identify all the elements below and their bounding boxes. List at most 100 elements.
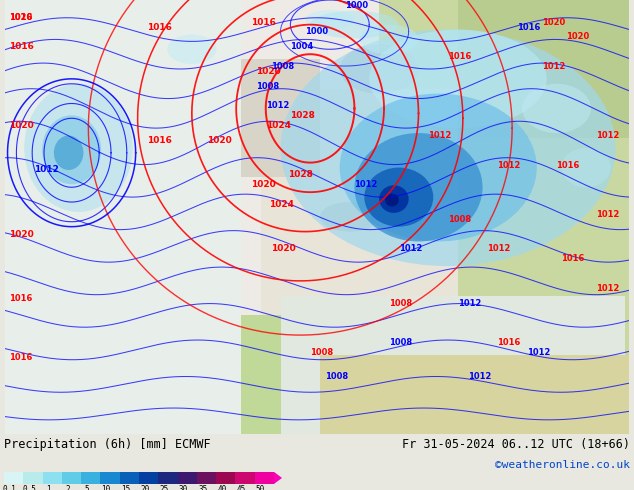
Ellipse shape	[562, 148, 611, 187]
Text: 1016: 1016	[148, 136, 172, 145]
Ellipse shape	[305, 10, 354, 29]
Text: 1008: 1008	[256, 82, 279, 91]
Text: 1012: 1012	[468, 372, 491, 381]
Ellipse shape	[340, 45, 418, 94]
Text: 1008: 1008	[448, 215, 471, 224]
Bar	[81, 472, 100, 484]
Ellipse shape	[24, 84, 133, 212]
Text: 1016: 1016	[10, 42, 34, 51]
Text: 45: 45	[236, 485, 246, 490]
Text: 1024: 1024	[266, 121, 291, 130]
Text: Precipitation (6h) [mm] ECMWF: Precipitation (6h) [mm] ECMWF	[4, 438, 210, 451]
Ellipse shape	[167, 34, 216, 64]
FancyBboxPatch shape	[202, 316, 379, 434]
Bar	[197, 472, 216, 484]
Text: 1016: 1016	[10, 353, 33, 362]
Text: 35: 35	[198, 485, 207, 490]
Text: 1020: 1020	[10, 121, 34, 130]
Ellipse shape	[310, 11, 399, 38]
Text: 1024: 1024	[269, 200, 294, 209]
Text: 2: 2	[65, 485, 70, 490]
Text: 1020: 1020	[566, 32, 590, 42]
Ellipse shape	[340, 94, 537, 242]
Text: 1016: 1016	[562, 254, 585, 263]
FancyBboxPatch shape	[458, 0, 630, 138]
Text: 1008: 1008	[325, 372, 348, 381]
Text: 1012: 1012	[488, 245, 511, 253]
Text: 1016: 1016	[497, 338, 521, 347]
Ellipse shape	[280, 29, 616, 266]
Bar	[178, 472, 197, 484]
Text: 1012: 1012	[399, 245, 422, 253]
Text: 1020: 1020	[10, 229, 34, 239]
Bar	[4, 472, 23, 484]
Text: 1016: 1016	[517, 23, 540, 31]
Ellipse shape	[54, 136, 84, 170]
Text: 1016: 1016	[148, 23, 172, 31]
Text: 5: 5	[84, 485, 89, 490]
Bar	[255, 472, 274, 484]
Text: 1012: 1012	[596, 284, 619, 293]
Text: 1000: 1000	[345, 1, 368, 10]
FancyBboxPatch shape	[4, 0, 241, 434]
Text: 1012: 1012	[266, 101, 289, 110]
Ellipse shape	[369, 29, 547, 128]
Text: 1016: 1016	[251, 18, 276, 26]
Text: 50: 50	[256, 485, 265, 490]
Text: 1: 1	[46, 485, 51, 490]
Text: 40: 40	[217, 485, 226, 490]
Text: 1020: 1020	[271, 245, 295, 253]
Text: 1004: 1004	[290, 42, 314, 51]
Text: 1016: 1016	[448, 52, 472, 61]
Ellipse shape	[42, 115, 101, 184]
FancyBboxPatch shape	[241, 59, 320, 177]
Text: 1020: 1020	[10, 13, 33, 22]
Text: 0.1: 0.1	[3, 485, 16, 490]
Text: 1008: 1008	[310, 348, 333, 357]
Bar	[42, 472, 62, 484]
Text: 1012: 1012	[527, 348, 550, 357]
Bar	[216, 472, 235, 484]
Text: Fr 31-05-2024 06..12 UTC (18+66): Fr 31-05-2024 06..12 UTC (18+66)	[402, 438, 630, 451]
Ellipse shape	[359, 24, 418, 54]
Text: 1012: 1012	[429, 131, 452, 140]
Text: 15: 15	[121, 485, 130, 490]
Text: 1008: 1008	[389, 338, 412, 347]
Text: 1028: 1028	[288, 171, 313, 179]
Ellipse shape	[320, 202, 379, 232]
Text: 1012: 1012	[596, 210, 619, 219]
Text: 1012: 1012	[34, 166, 59, 174]
Text: 1012: 1012	[354, 180, 378, 189]
Text: 20: 20	[140, 485, 150, 490]
Ellipse shape	[379, 185, 409, 213]
Text: 1008: 1008	[271, 62, 294, 71]
Text: 1012: 1012	[458, 298, 481, 308]
FancyBboxPatch shape	[379, 0, 630, 434]
FancyBboxPatch shape	[320, 355, 630, 434]
Bar	[139, 472, 158, 484]
Text: 1020: 1020	[251, 180, 276, 189]
Text: 1016: 1016	[10, 13, 33, 22]
Ellipse shape	[385, 194, 399, 206]
Text: ©weatheronline.co.uk: ©weatheronline.co.uk	[495, 460, 630, 470]
Text: 1000: 1000	[305, 27, 328, 36]
Text: 1028: 1028	[290, 111, 315, 120]
Text: 1016: 1016	[10, 294, 33, 303]
Ellipse shape	[522, 84, 591, 133]
FancyBboxPatch shape	[280, 295, 626, 434]
Bar	[62, 472, 81, 484]
Bar	[120, 472, 139, 484]
Text: 25: 25	[159, 485, 169, 490]
Text: 10: 10	[101, 485, 111, 490]
Bar	[23, 472, 42, 484]
Ellipse shape	[365, 168, 433, 227]
FancyBboxPatch shape	[261, 89, 458, 384]
Text: 1020: 1020	[207, 136, 231, 145]
Polygon shape	[274, 472, 282, 484]
Text: 1020: 1020	[256, 67, 281, 76]
Bar	[100, 472, 120, 484]
Text: 30: 30	[179, 485, 188, 490]
Bar	[158, 472, 178, 484]
Bar	[235, 472, 255, 484]
Text: 0.5: 0.5	[22, 485, 36, 490]
